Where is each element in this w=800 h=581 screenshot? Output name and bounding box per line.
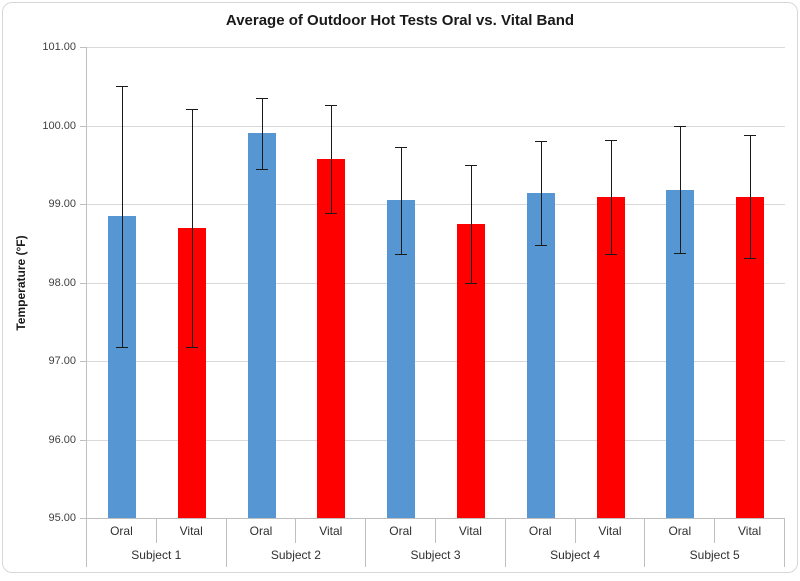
x-axis-group-label: Subject 4 — [506, 543, 646, 567]
y-tick-mark — [80, 204, 86, 205]
error-bar-cap-bottom — [186, 347, 198, 348]
y-tick-mark — [80, 283, 86, 284]
y-tick-label: 99.00 — [48, 198, 76, 210]
error-bar-cap-bottom — [744, 258, 756, 259]
x-axis-bar-label: Vital — [436, 518, 506, 543]
gridline — [87, 126, 785, 127]
error-bar-line — [471, 165, 472, 283]
bar-oral-subject-4 — [527, 193, 555, 518]
error-bar-line — [680, 126, 681, 254]
error-bar-cap-bottom — [674, 253, 686, 254]
error-bar-cap-top — [535, 141, 547, 142]
error-bar-cap-top — [325, 105, 337, 106]
error-bar-line — [122, 86, 123, 347]
x-axis-group-label: Subject 2 — [227, 543, 367, 567]
plot-area — [86, 47, 785, 519]
y-tick-mark — [80, 440, 86, 441]
x-axis-bar-label: Oral — [645, 518, 716, 543]
gridline — [87, 361, 785, 362]
error-bar-cap-bottom — [325, 213, 337, 214]
x-axis-labels: Oral Vital Oral Vital Oral Vital Oral Vital Oral… — [86, 518, 785, 567]
x-axis-bar-label: Vital — [576, 518, 646, 543]
error-bar-cap-bottom — [256, 169, 268, 170]
error-bar-line — [331, 105, 332, 213]
error-bar-cap-bottom — [605, 254, 617, 255]
y-tick-label: 98.00 — [48, 277, 76, 289]
error-bar-cap-bottom — [535, 245, 547, 246]
y-tick-label: 101.00 — [42, 41, 76, 53]
error-bar-line — [541, 141, 542, 245]
error-bar-line — [401, 147, 402, 254]
x-axis-bar-label: Oral — [506, 518, 576, 543]
y-tick-label: 97.00 — [48, 355, 76, 367]
y-tick-label: 96.00 — [48, 434, 76, 446]
error-bar-cap-bottom — [395, 254, 407, 255]
x-axis-bar-label: Vital — [157, 518, 227, 543]
y-tick-mark — [80, 361, 86, 362]
error-bar-cap-top — [744, 135, 756, 136]
error-bar-cap-top — [186, 109, 198, 110]
error-bar-cap-top — [605, 140, 617, 141]
x-axis-group-label: Subject 3 — [366, 543, 506, 567]
x-axis-group-label: Subject 5 — [645, 543, 785, 567]
error-bar-line — [611, 140, 612, 255]
x-axis-group-label: Subject 1 — [87, 543, 227, 567]
y-tick-mark — [80, 126, 86, 127]
x-axis-bar-label: Oral — [227, 518, 297, 543]
y-tick-mark — [80, 47, 86, 48]
gridline — [87, 283, 785, 284]
x-axis-bar-label: Vital — [296, 518, 367, 543]
error-bar-line — [192, 109, 193, 347]
x-axis-bar-label: Oral — [87, 518, 157, 543]
error-bar-cap-top — [674, 126, 686, 127]
error-bar-line — [750, 135, 751, 258]
error-bar-line — [262, 98, 263, 169]
error-bar-cap-top — [395, 147, 407, 148]
error-bar-cap-top — [116, 86, 128, 87]
y-tick-label: 100.00 — [42, 120, 76, 132]
bar-oral-subject-2 — [248, 133, 276, 518]
y-tick-label: 95.00 — [48, 512, 76, 524]
x-axis-bar-label: Oral — [366, 518, 436, 543]
error-bar-cap-bottom — [465, 283, 477, 284]
gridline — [87, 204, 785, 205]
y-tick-mark — [80, 518, 86, 519]
gridline — [87, 47, 785, 48]
error-bar-cap-top — [465, 165, 477, 166]
error-bar-cap-bottom — [116, 347, 128, 348]
chart-title: Average of Outdoor Hot Tests Oral vs. Vi… — [225, 12, 575, 29]
gridline — [87, 440, 785, 441]
error-bar-cap-top — [256, 98, 268, 99]
bar-vital-subject-2 — [317, 159, 345, 518]
x-axis-bar-label: Vital — [715, 518, 785, 543]
